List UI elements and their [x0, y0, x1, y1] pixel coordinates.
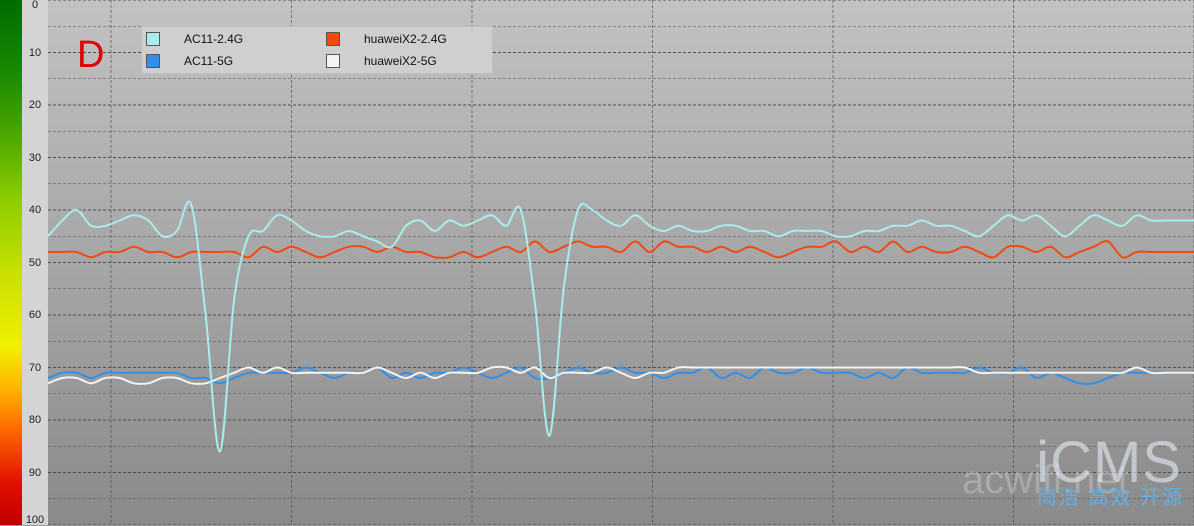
- legend-item-huaweix2-24g: huaweiX2-2.4G: [324, 28, 447, 50]
- series-line-huaweix2-2-4g: [48, 240, 1194, 259]
- y-tick-label: 30: [28, 151, 42, 164]
- watermark-tagline: 简洁 高效 开源: [1036, 487, 1184, 509]
- legend-swatch-huaweix2-5g: [326, 54, 340, 68]
- y-tick-label: 20: [28, 99, 42, 111]
- series-lines: [48, 200, 1194, 453]
- legend-label-ac11-5g: AC11-5G: [184, 54, 234, 68]
- legend-label-huaweix2-24g: huaweiX2-2.4G: [364, 32, 447, 46]
- y-tick-label: 40: [28, 204, 42, 216]
- watermark-logo: iCMS: [1036, 430, 1182, 495]
- series-line-ac11-2-4g: [48, 200, 1194, 453]
- legend-swatch-ac11-24g: [146, 32, 160, 46]
- legend-item-huaweix2-5g: huaweiX2-5G: [324, 50, 437, 72]
- legend-swatch-huaweix2-24g: [326, 32, 340, 46]
- y-tick-label: 50: [28, 256, 42, 269]
- y-tick-label: 60: [28, 309, 42, 321]
- signal-gradient-bar: [0, 0, 22, 525]
- panel-label: D: [77, 34, 105, 76]
- legend-item-ac11-24g: AC11-2.4G: [144, 28, 243, 50]
- y-axis-panel: 0 10 20 30 40 50 60 70 80 90 100: [0, 0, 48, 526]
- legend-swatch-ac11-5g: [146, 54, 160, 68]
- line-chart: [48, 0, 1194, 525]
- legend: AC11-2.4G AC11-5G huaweiX2-2.4G huaweiX2…: [141, 26, 493, 74]
- series-line-huaweix2-5g: [48, 365, 1194, 385]
- legend-label-ac11-24g: AC11-2.4G: [184, 32, 244, 46]
- legend-item-ac11-5g: AC11-5G: [144, 50, 233, 72]
- watermark-faint-text: acwifi.net: [962, 458, 1129, 502]
- y-tick-label: 100: [25, 514, 45, 526]
- y-tick-label: 80: [28, 414, 42, 426]
- legend-label-huaweix2-5g: huaweiX2-5G: [364, 54, 437, 68]
- y-tick-label: 10: [28, 46, 42, 59]
- grid-lines: [48, 0, 1194, 525]
- y-tick-label: 90: [28, 466, 42, 479]
- y-tick-label: 70: [28, 361, 42, 374]
- y-tick-label: 0: [31, 0, 39, 11]
